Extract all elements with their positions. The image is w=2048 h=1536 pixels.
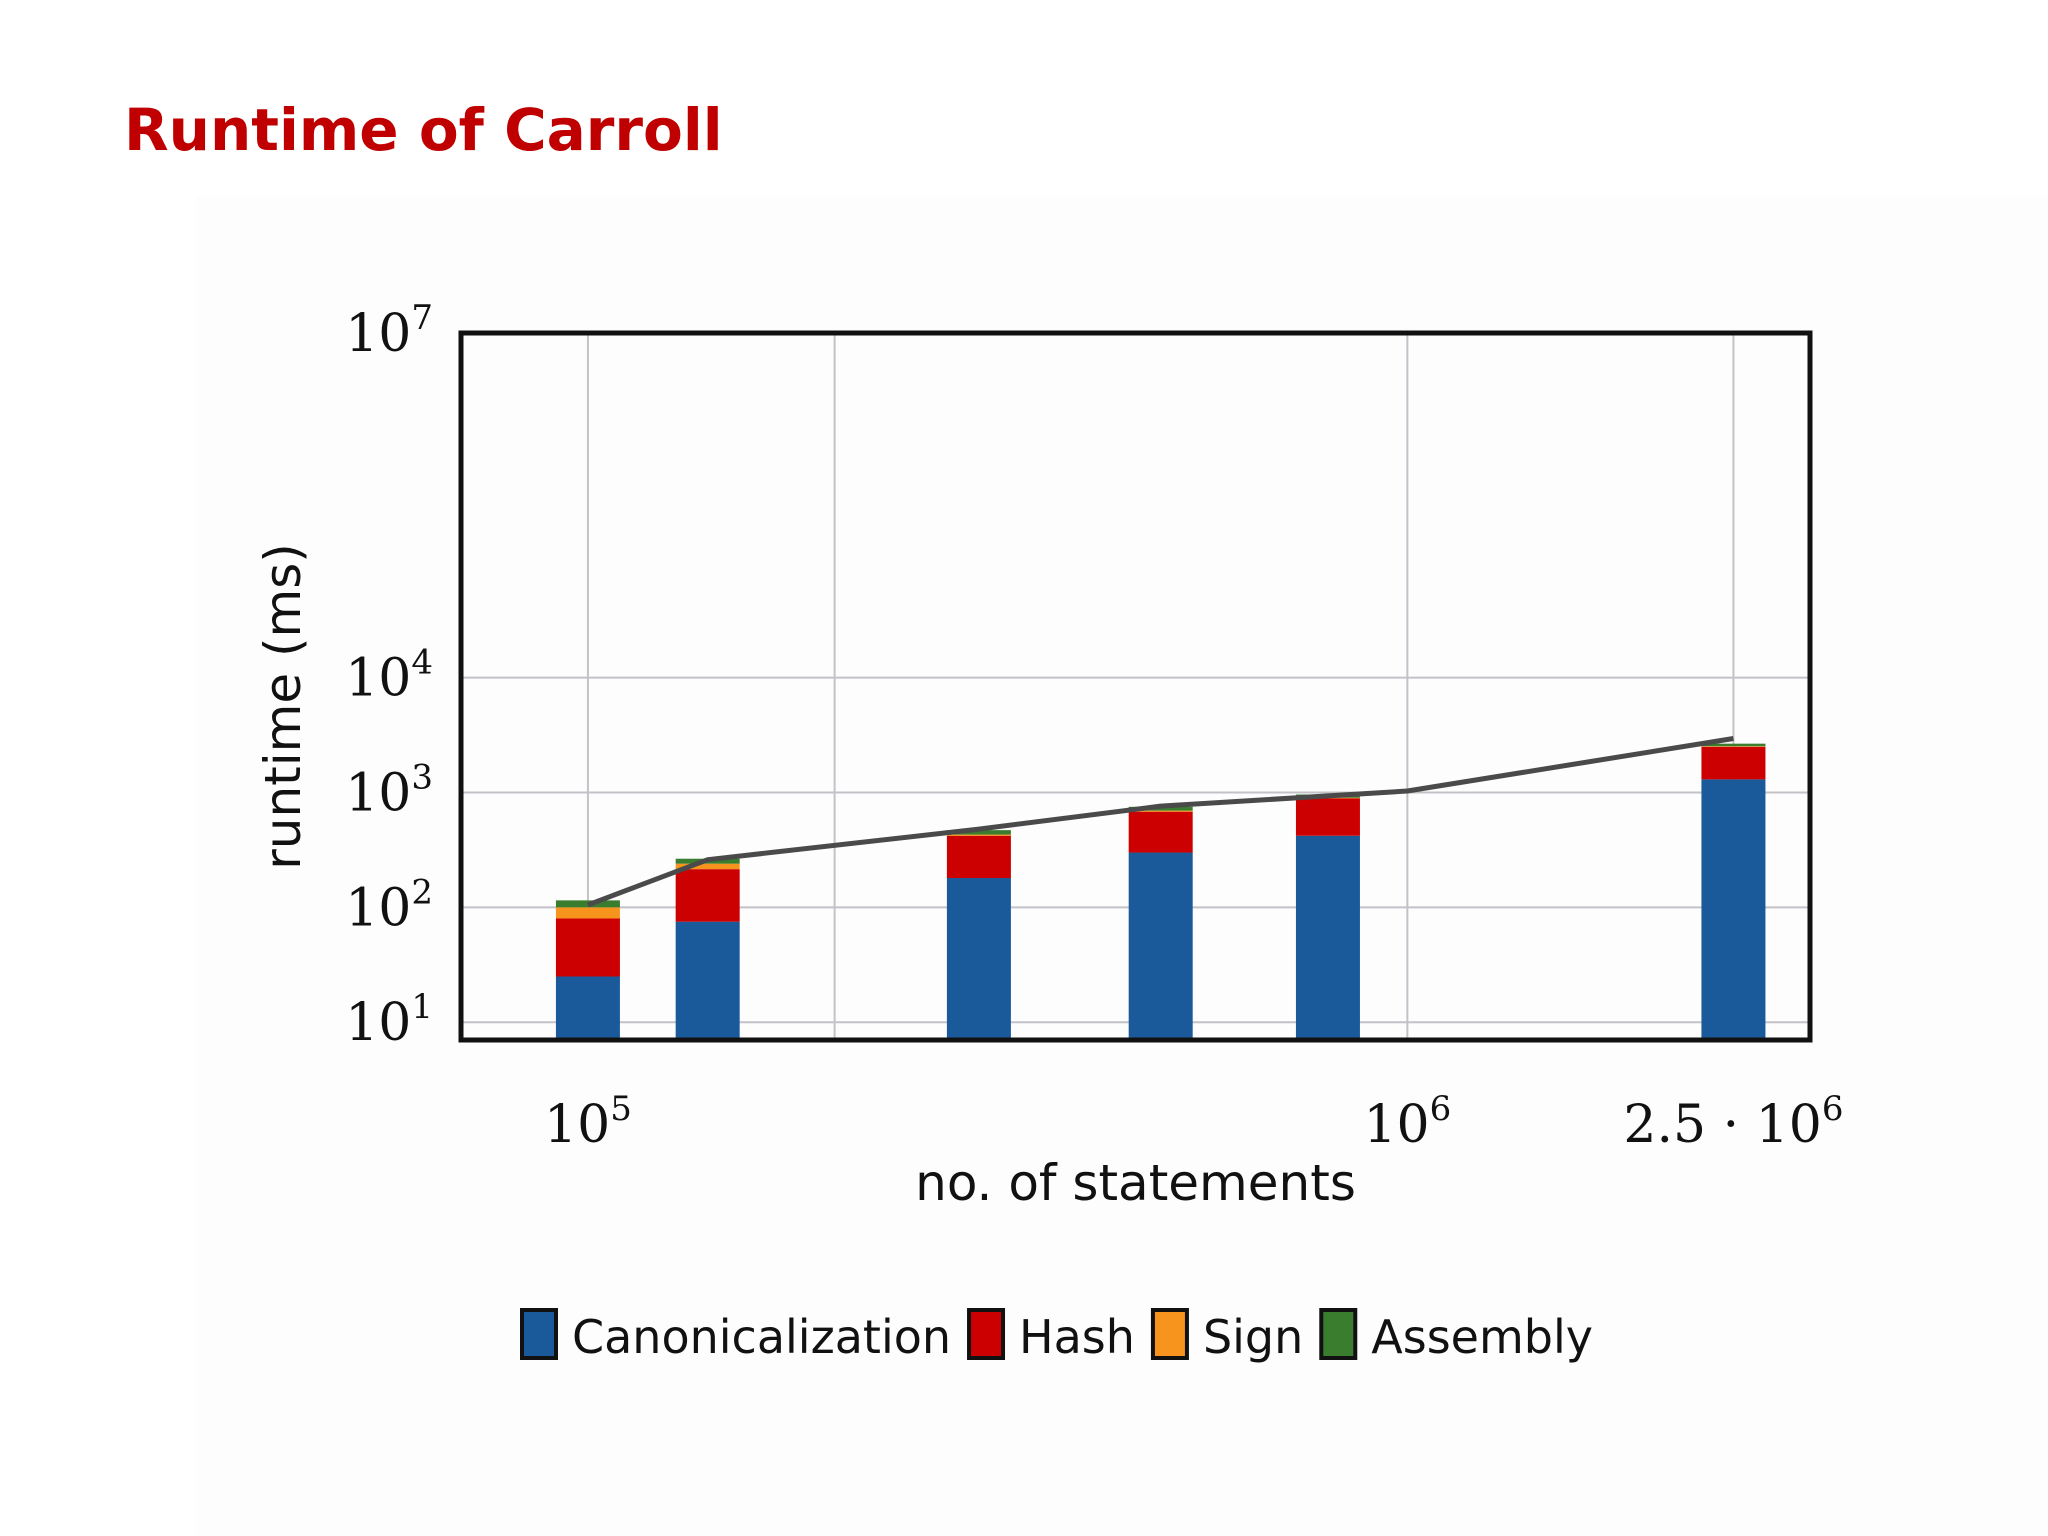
bar-canonicalization-2 [946, 878, 1011, 1040]
x-tick-label-0: 105 [544, 1089, 632, 1155]
y-tick-label-1: 102 [345, 872, 433, 938]
legend-swatch-sign [1150, 1308, 1189, 1360]
legend-swatch-canonicalization [520, 1308, 558, 1360]
bar-hash-4 [1295, 798, 1360, 836]
legend-label-sign: Sign [1203, 1310, 1303, 1364]
bar-sign-1 [675, 863, 740, 870]
bar-hash-2 [946, 835, 1011, 879]
line-layer [587, 736, 1734, 908]
bar-sign-5 [1701, 746, 1766, 747]
slide-title: Runtime of Carroll [124, 96, 723, 164]
x-axis-label: no. of statements [915, 1154, 1356, 1212]
bar-assembly-3 [1128, 806, 1193, 811]
bar-assembly-5 [1701, 743, 1766, 747]
bar-sign-3 [1128, 810, 1193, 812]
y-tick-label-2: 103 [345, 757, 433, 823]
ticks-layer: 101 102 103 104 107 105 106 2.5 · 106 [345, 298, 1843, 1155]
bar-hash-1 [675, 869, 740, 922]
bar-canonicalization-0 [555, 976, 620, 1040]
y-tick-label-4: 107 [345, 298, 433, 364]
x-tick-label-2: 2.5 · 106 [1623, 1089, 1843, 1155]
legend-swatch-hash [967, 1308, 1006, 1360]
y-tick-label-3: 104 [345, 643, 433, 709]
bars-layer [555, 743, 1766, 1040]
bar-canonicalization-5 [1701, 779, 1766, 1040]
bar-sign-2 [946, 834, 1011, 836]
y-tick-label-0: 101 [345, 987, 433, 1053]
legend: Canonicalization Hash Sign Assembly [520, 1308, 1593, 1364]
legend-label-hash: Hash [1019, 1310, 1135, 1364]
bar-canonicalization-4 [1295, 835, 1360, 1040]
x-tick-label-1: 106 [1363, 1089, 1451, 1155]
total-runtime-line [587, 736, 1734, 908]
bar-sign-0 [555, 907, 620, 919]
legend-swatch-assembly [1319, 1308, 1358, 1360]
bar-hash-3 [1128, 811, 1193, 853]
bar-hash-0 [555, 918, 620, 977]
bar-canonicalization-3 [1128, 852, 1193, 1040]
legend-label-canonicalization: Canonicalization [572, 1310, 951, 1364]
legend-label-assembly: Assembly [1371, 1310, 1593, 1364]
bar-hash-5 [1701, 746, 1766, 780]
y-axis-label: runtime (ms) [254, 543, 312, 870]
plot-frame [458, 330, 1813, 1043]
bar-canonicalization-1 [675, 921, 740, 1040]
bar-assembly-2 [946, 830, 1011, 835]
